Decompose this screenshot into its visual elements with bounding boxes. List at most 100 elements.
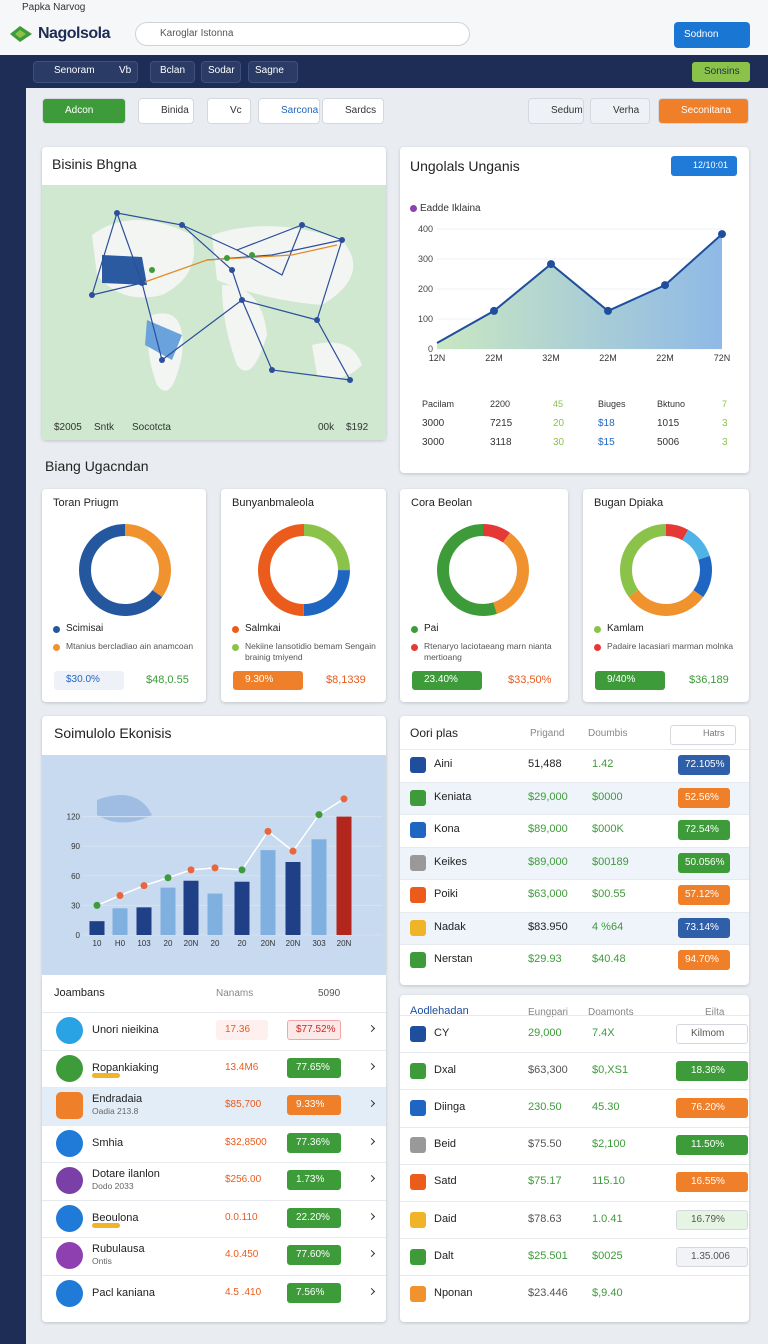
row-name: Satd: [434, 1175, 457, 1188]
pill-label: 9/40%: [607, 674, 636, 685]
list-row[interactable]: [42, 1162, 386, 1200]
table-row[interactable]: [400, 944, 749, 978]
list-row[interactable]: [42, 1274, 386, 1313]
row-value: $23.446: [528, 1287, 568, 1299]
nav-item[interactable]: Sodar: [208, 65, 235, 76]
account-label: Sodnon: [684, 29, 719, 40]
card-title: Bugan Dpiaka: [594, 497, 664, 509]
stat-cell: 3000: [422, 437, 445, 448]
badge: 94.70%: [678, 950, 730, 971]
toolbar-button[interactable]: Seconitana: [658, 98, 749, 124]
table-row[interactable]: [400, 814, 749, 848]
nav-pill[interactable]: [201, 61, 241, 83]
badge: 1.35.006: [676, 1246, 748, 1267]
y-tick-label: 200: [418, 284, 433, 294]
stat-cell: 3: [722, 437, 728, 448]
row-icon: [56, 1204, 83, 1232]
row-value: $25.501: [528, 1249, 568, 1262]
bar: [160, 887, 176, 935]
bar: [207, 893, 223, 935]
row-name: Nponan: [434, 1287, 473, 1299]
row-name: Dalt: [434, 1249, 454, 1262]
nav-pill[interactable]: [248, 61, 298, 83]
donut-segment: [437, 524, 529, 616]
list-row[interactable]: [42, 1124, 386, 1163]
stat-cell: 2200: [490, 399, 511, 409]
table-row[interactable]: [400, 1201, 749, 1239]
table-row[interactable]: [400, 1052, 749, 1090]
pill: 9.33%: [287, 1095, 341, 1115]
toolbar-button[interactable]: Verha: [590, 98, 650, 124]
table-row[interactable]: [400, 749, 749, 783]
legend-note: Mtanius bercladiao ain anamcoan: [66, 641, 194, 651]
card-title: Cora Beolan: [411, 497, 473, 509]
list-row[interactable]: [42, 1199, 386, 1238]
table-row[interactable]: [400, 1275, 749, 1313]
table-row[interactable]: [400, 1089, 749, 1127]
trend-point: [140, 882, 148, 890]
legend-label: Salmkai: [245, 623, 281, 634]
toolbar-button[interactable]: Sarcona: [258, 98, 320, 124]
toolbar-button[interactable]: Adcon: [42, 98, 126, 124]
table-row[interactable]: [400, 1126, 749, 1165]
toolbar-button[interactable]: Binida: [138, 98, 194, 124]
time-badge[interactable]: 12/10:01: [671, 156, 737, 176]
nav-item[interactable]: Vb: [119, 65, 132, 76]
trend-point: [264, 827, 272, 835]
card-value: $48,0.55: [146, 674, 189, 686]
table-row[interactable]: [400, 1015, 749, 1053]
table-row[interactable]: [400, 1238, 749, 1276]
row-value: 0.0.110: [225, 1211, 258, 1223]
badge-label: Kilmom: [691, 1027, 725, 1039]
list-row[interactable]: [42, 1012, 386, 1050]
rating: [92, 1222, 120, 1228]
nav-pill[interactable]: [150, 61, 195, 83]
logo-icon: [10, 26, 32, 42]
trend-point: [238, 866, 246, 874]
stat-cell: Pacilam: [422, 399, 455, 409]
row-name: Diinga: [434, 1101, 466, 1113]
row-icon: [56, 1279, 83, 1307]
toolbar-button[interactable]: Vc: [207, 98, 251, 124]
list-row[interactable]: [42, 1049, 386, 1088]
nav-item[interactable]: Sagne: [255, 65, 284, 76]
toolbar-button[interactable]: Sardcs: [322, 98, 384, 124]
trend-point: [289, 847, 297, 855]
row-value: $0,XS1: [592, 1063, 629, 1076]
map-footer-text: 00k: [318, 422, 335, 433]
table-row[interactable]: [400, 879, 749, 913]
badge-label: 11.50%: [691, 1139, 725, 1151]
toggle[interactable]: Hatrs: [670, 725, 736, 745]
badge-label: 1.35.006: [691, 1250, 730, 1262]
row-value: $78.63: [528, 1212, 562, 1225]
toolbar-button[interactable]: Sedum: [528, 98, 584, 124]
badge: 16.55%: [676, 1172, 748, 1193]
pill-label: 22.20%: [296, 1211, 330, 1223]
pill-label: 9.30%: [245, 674, 274, 685]
value-box: 17.36: [216, 1020, 268, 1040]
donut-segment: [620, 524, 712, 616]
list-row[interactable]: [42, 1237, 386, 1275]
nav-item[interactable]: Senoram: [54, 65, 95, 76]
toggle-label: Hatrs: [703, 728, 725, 738]
row-icon: [56, 1054, 83, 1082]
y-tick-label: 90: [71, 842, 80, 851]
legend-dot: [53, 626, 60, 633]
row-value: 1.0.41: [592, 1212, 623, 1225]
row-value: 4.0.450: [225, 1249, 259, 1260]
nav-item[interactable]: Bclan: [160, 65, 186, 76]
row-name: CY: [434, 1026, 450, 1039]
chart: 0 100 200 300 400 12N 22M 32M 22M 22M 72N: [418, 224, 730, 363]
nav-pill[interactable]: [33, 61, 138, 83]
nav-action[interactable]: Sonsins: [692, 62, 750, 82]
row-value: 4 %64: [592, 920, 624, 933]
row-value: $75.50: [528, 1138, 562, 1151]
row-icon: [56, 1167, 83, 1194]
panel-title: Oori plas: [410, 726, 459, 740]
pill-label: $30.0%: [66, 674, 100, 685]
row-name: Unori nieikina: [92, 1024, 159, 1036]
address-bar[interactable]: Karoglar Istonna: [135, 22, 470, 46]
table-row[interactable]: [400, 1163, 749, 1202]
bar: [136, 907, 152, 935]
account-button[interactable]: Sodnon: [674, 22, 750, 48]
